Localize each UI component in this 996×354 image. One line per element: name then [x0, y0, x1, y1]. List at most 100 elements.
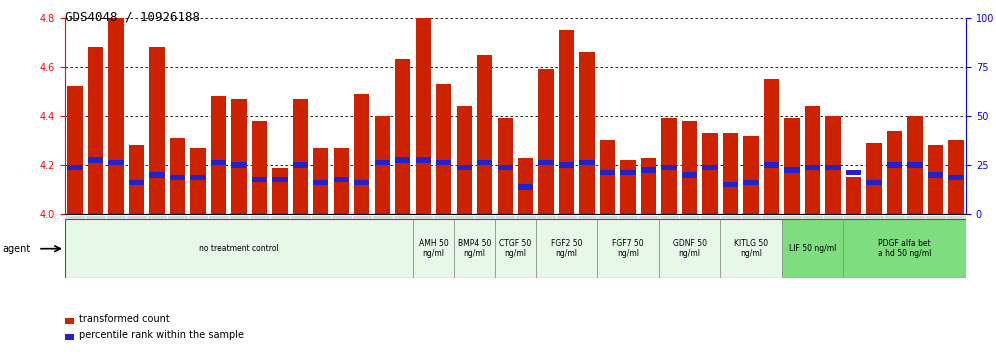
- Bar: [433, 215, 454, 278]
- Bar: [313, 179, 329, 185]
- Bar: [948, 175, 963, 180]
- Bar: [495, 219, 536, 278]
- Text: CTGF 50
ng/ml: CTGF 50 ng/ml: [499, 239, 532, 258]
- Text: GSM510060: GSM510060: [912, 217, 918, 259]
- Bar: [539, 160, 554, 165]
- Text: GSM510039: GSM510039: [359, 217, 365, 259]
- Bar: [413, 215, 433, 278]
- Text: GSM510043: GSM510043: [440, 217, 447, 259]
- Bar: [456, 165, 472, 170]
- Bar: [886, 162, 902, 168]
- Bar: [518, 184, 533, 190]
- Text: GSM509256: GSM509256: [113, 217, 119, 259]
- Bar: [904, 215, 925, 278]
- Text: GSM510031: GSM510031: [195, 217, 201, 259]
- Bar: [146, 215, 167, 278]
- Bar: [844, 219, 966, 278]
- Bar: [231, 99, 247, 214]
- Text: GSM510050: GSM510050: [769, 217, 775, 259]
- Bar: [211, 160, 226, 165]
- Text: GSM510056: GSM510056: [830, 217, 836, 259]
- Bar: [805, 106, 820, 214]
- Bar: [580, 160, 595, 165]
- Bar: [846, 170, 862, 175]
- Bar: [436, 84, 451, 214]
- Text: GSM510052: GSM510052: [686, 217, 692, 259]
- Text: GSM510037: GSM510037: [318, 217, 324, 259]
- Bar: [395, 59, 410, 214]
- Bar: [211, 96, 226, 214]
- Text: transformed count: transformed count: [79, 314, 169, 324]
- Bar: [927, 172, 943, 178]
- Bar: [682, 172, 697, 178]
- Text: GSM510029: GSM510029: [154, 217, 160, 259]
- Bar: [395, 158, 410, 163]
- Bar: [290, 215, 311, 278]
- Bar: [907, 162, 922, 168]
- Bar: [454, 215, 474, 278]
- Bar: [621, 170, 635, 175]
- Text: GSM509254: GSM509254: [72, 217, 78, 259]
- Text: LIF 50 ng/ml: LIF 50 ng/ml: [789, 244, 837, 253]
- Bar: [640, 167, 656, 173]
- Bar: [723, 133, 738, 214]
- Bar: [723, 182, 738, 187]
- Bar: [313, 148, 329, 214]
- Bar: [169, 175, 185, 180]
- Bar: [88, 158, 104, 163]
- Bar: [826, 116, 841, 214]
- Bar: [249, 215, 270, 278]
- Text: GSM510065: GSM510065: [645, 217, 651, 259]
- Bar: [474, 215, 495, 278]
- Bar: [516, 215, 536, 278]
- Bar: [334, 148, 349, 214]
- Bar: [764, 162, 779, 168]
- Text: GSM509258: GSM509258: [564, 217, 570, 259]
- Bar: [846, 177, 862, 214]
- Bar: [229, 215, 249, 278]
- Bar: [128, 145, 144, 214]
- Bar: [495, 215, 516, 278]
- Bar: [518, 158, 533, 214]
- Text: GSM510045: GSM510045: [482, 217, 488, 259]
- Text: GDNF 50
ng/ml: GDNF 50 ng/ml: [672, 239, 706, 258]
- Bar: [109, 160, 124, 165]
- Bar: [374, 116, 390, 214]
- Bar: [454, 219, 495, 278]
- Text: KITLG 50
ng/ml: KITLG 50 ng/ml: [734, 239, 768, 258]
- Bar: [679, 215, 700, 278]
- Bar: [784, 167, 800, 173]
- Bar: [86, 215, 106, 278]
- Bar: [293, 99, 308, 214]
- Bar: [640, 158, 656, 214]
- Bar: [293, 162, 308, 168]
- Bar: [65, 215, 86, 278]
- Bar: [456, 106, 472, 214]
- Bar: [702, 165, 718, 170]
- Bar: [945, 215, 966, 278]
- Bar: [208, 215, 229, 278]
- Bar: [886, 131, 902, 214]
- Bar: [536, 215, 557, 278]
- Bar: [598, 215, 618, 278]
- Bar: [948, 141, 963, 214]
- Text: BMP4 50
ng/ml: BMP4 50 ng/ml: [458, 239, 491, 258]
- Bar: [702, 133, 718, 214]
- Bar: [884, 215, 904, 278]
- Bar: [826, 165, 841, 170]
- Text: GSM510064: GSM510064: [625, 217, 631, 259]
- Text: GSM510057: GSM510057: [851, 217, 857, 259]
- Bar: [867, 179, 881, 185]
- Text: FGF7 50
ng/ml: FGF7 50 ng/ml: [613, 239, 644, 258]
- Bar: [720, 215, 741, 278]
- Bar: [252, 177, 267, 183]
- Text: PDGF alfa bet
a hd 50 ng/ml: PDGF alfa bet a hd 50 ng/ml: [878, 239, 931, 258]
- Text: GSM510051: GSM510051: [666, 217, 672, 259]
- Bar: [600, 141, 616, 214]
- Bar: [761, 215, 782, 278]
- Text: GSM510033: GSM510033: [236, 217, 242, 259]
- Text: GSM510030: GSM510030: [174, 217, 180, 259]
- Bar: [661, 165, 676, 170]
- Text: AMH 50
ng/ml: AMH 50 ng/ml: [418, 239, 448, 258]
- Text: GSM510055: GSM510055: [810, 217, 816, 259]
